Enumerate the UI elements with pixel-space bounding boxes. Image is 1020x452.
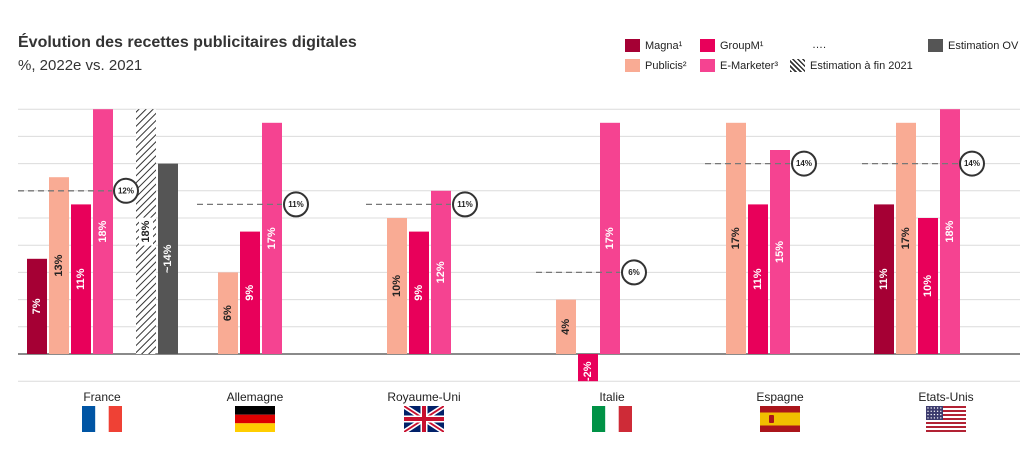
legend-label-estimation-2021: Estimation à fin 2021	[810, 59, 913, 72]
bar-value-label: 13%	[53, 254, 65, 276]
bar-value-label: 6%	[222, 305, 234, 321]
average-marker	[283, 191, 309, 218]
legend-item-ellipsis: ….	[812, 39, 826, 51]
usa-flag	[926, 406, 966, 437]
bar-groupm-france	[71, 204, 91, 354]
bar-publicis-royaume-uni	[387, 218, 407, 354]
bar-value-label: 15%	[774, 241, 786, 263]
bar-groupm-royaume-uni	[409, 231, 429, 354]
germany-flag	[235, 406, 275, 437]
gridlines	[18, 108, 1020, 382]
country-label-france: France	[83, 390, 121, 404]
bar-magna-etats-unis	[874, 204, 894, 354]
legend-swatch-ov	[928, 39, 943, 52]
average-label: 6%	[628, 268, 640, 277]
legend-label-publicis: Publicis²	[645, 59, 687, 72]
bar-value-label: 12%	[435, 261, 447, 283]
bar-publicis-etats-unis	[896, 122, 916, 354]
bar-value-label: 9%	[244, 285, 256, 301]
bar-publicis-allemagne	[218, 272, 238, 354]
label-background	[139, 217, 153, 246]
legend-label-groupm: GroupM¹	[720, 39, 764, 52]
bar-estimation-ov-france	[158, 163, 178, 354]
average-marker	[959, 150, 985, 177]
bar-publicis-italie	[556, 299, 576, 354]
spain-flag	[760, 406, 800, 437]
legend-label-emarketer: E-Marketer³	[720, 59, 779, 72]
bar-publicis-france	[49, 177, 69, 354]
bar-value-label: 10%	[391, 275, 403, 297]
bar-value-label: 11%	[878, 268, 890, 290]
bar-e-marketer-italie	[600, 122, 620, 354]
bar-value-label: 11%	[75, 268, 87, 290]
bar-value-label: 17%	[266, 227, 278, 249]
legend-item-emarketer: E-Marketer³	[700, 59, 778, 72]
italy-flag	[592, 406, 632, 437]
bar-value-label: 17%	[900, 227, 912, 249]
average-label: 11%	[457, 200, 473, 209]
bar-value-label: 9%	[413, 285, 425, 301]
bar-value-label: ~14%	[162, 244, 174, 273]
bar-value-label: 10%	[922, 275, 934, 297]
legend-item-ov: Estimation OV	[928, 39, 1018, 52]
legend-item-estimation-2021: Estimation à fin 2021	[790, 59, 913, 72]
bar-value-label: 18%	[97, 220, 109, 242]
uk-flag	[402, 403, 446, 437]
bar-publicis-espagne	[726, 122, 746, 354]
average-markers: 12% 11% 11% 6% 14% 14%	[18, 150, 985, 286]
bar-value-label: 11%	[752, 268, 764, 290]
average-label: 14%	[964, 159, 980, 168]
bar-magna-france	[27, 258, 47, 354]
bar-e-marketer-france	[93, 109, 113, 354]
legend-swatch-estimation-2021	[790, 59, 805, 72]
legend-swatch-emarketer	[700, 59, 715, 72]
country-label-allemagne: Allemagne	[226, 390, 284, 404]
legend-swatch-groupm	[700, 39, 715, 52]
bar-e-marketer-allemagne	[262, 122, 282, 354]
bar-groupm-allemagne	[240, 231, 260, 354]
average-marker	[791, 150, 817, 177]
legend-swatch-magna	[625, 39, 640, 52]
bar-groupm-italie	[578, 354, 598, 382]
france-flag	[82, 406, 122, 437]
bar-e-marketer-etats-unis	[940, 109, 960, 354]
bars: 7% 11% 13% 6% 10% 4% 17% 17% 11% 9% 9% -2% 11% 10% 18%…	[27, 109, 960, 382]
bar-groupm-espagne	[748, 204, 768, 354]
bar-value-label: -2%	[582, 361, 594, 381]
bar-e-marketer-espagne	[770, 150, 790, 354]
legend-label-magna: Magna¹	[645, 39, 683, 52]
average-marker	[113, 177, 139, 204]
average-label: 11%	[288, 200, 304, 209]
legend-item-groupm: GroupM¹	[700, 39, 763, 52]
country-label-espagne: Espagne	[756, 390, 804, 404]
bar-groupm-etats-unis	[918, 218, 938, 354]
legend-item-publicis: Publicis²	[625, 59, 687, 72]
bar-value-label: 4%	[560, 319, 572, 335]
average-marker	[452, 191, 478, 218]
bar-value-label: 18%	[944, 220, 956, 242]
bar-value-label: 17%	[604, 227, 616, 249]
average-label: 14%	[796, 159, 812, 168]
legend-item-magna: Magna¹	[625, 39, 682, 52]
chart-subtitle: %, 2022e vs. 2021	[18, 57, 143, 74]
average-marker	[621, 259, 647, 286]
legend-label-ellipsis: ….	[812, 39, 827, 51]
country-label-etats-unis: Etats-Unis	[918, 390, 974, 404]
legend-swatch-publicis	[625, 59, 640, 72]
average-label: 12%	[118, 186, 134, 195]
bar-value-label: 17%	[730, 227, 742, 249]
bar-value-label: 7%	[31, 298, 43, 314]
country-label-italie: Italie	[599, 390, 625, 404]
chart-title: Évolution des recettes publicitaires dig…	[18, 34, 357, 51]
legend-label-ov: Estimation OV	[948, 39, 1019, 52]
bar-e-marketer-royaume-uni	[431, 190, 451, 354]
country-label-royaume-uni: Royaume-Uni	[387, 390, 461, 404]
bar-value-label: 18%	[140, 220, 152, 242]
